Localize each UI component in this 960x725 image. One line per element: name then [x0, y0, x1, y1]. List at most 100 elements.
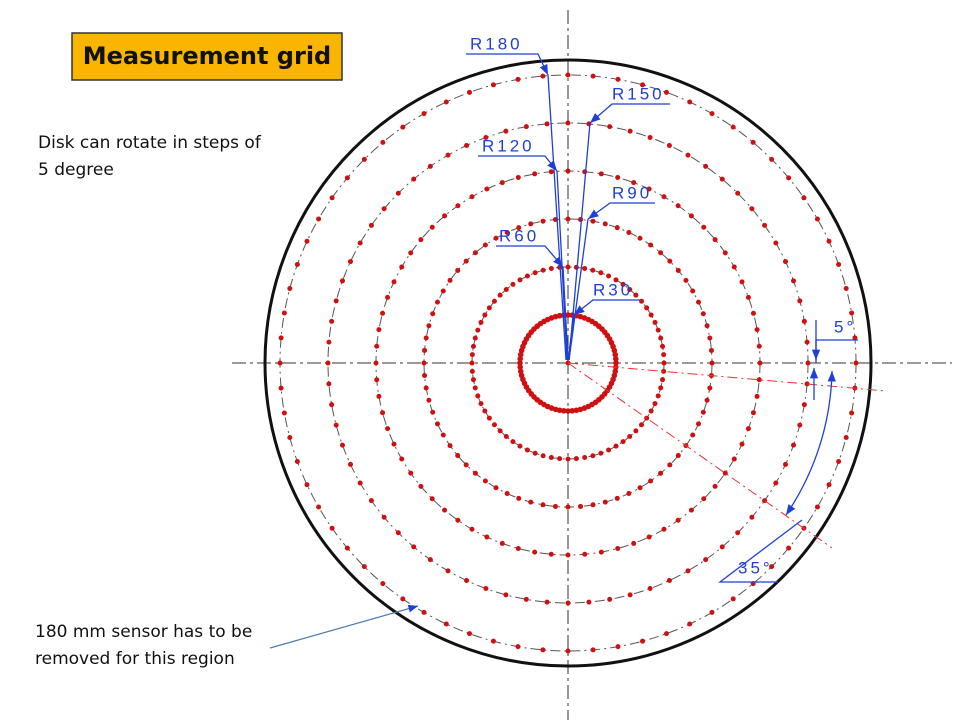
measurement-point: [304, 482, 310, 488]
angle-label: 35°: [738, 558, 773, 577]
measurement-point: [469, 526, 475, 532]
measurement-point: [602, 499, 608, 505]
measurement-point: [464, 578, 470, 584]
measurement-point: [569, 408, 575, 414]
measurement-point: [411, 176, 417, 182]
measurement-point: [602, 221, 608, 227]
measurement-point: [685, 568, 691, 574]
measurement-point: [749, 514, 755, 520]
measurement-point: [627, 128, 633, 134]
measurement-point: [719, 544, 725, 550]
measurement-point: [565, 216, 571, 222]
measurement-point: [853, 360, 859, 366]
measurement-point: [540, 218, 546, 224]
measurement-point: [443, 99, 449, 105]
measurement-point: [646, 534, 652, 540]
measurement-point: [739, 279, 745, 285]
measurement-point: [517, 368, 524, 375]
measurement-point: [510, 281, 516, 287]
measurement-point: [532, 450, 538, 456]
title-box: [71, 32, 343, 81]
measurement-point: [472, 385, 478, 391]
measurement-point: [368, 222, 374, 228]
measurement-point: [639, 422, 645, 428]
measurement-point: [573, 264, 579, 270]
measurement-point: [707, 335, 713, 341]
measurement-point: [423, 335, 429, 341]
measurement-point: [709, 360, 715, 366]
measurement-point: [655, 327, 661, 333]
measurement-point: [826, 482, 832, 488]
measurement-point: [294, 261, 300, 267]
measurement-point: [515, 545, 521, 551]
measurement-point: [426, 323, 432, 329]
measurement-point: [470, 343, 476, 349]
measurement-point: [690, 288, 696, 294]
measurement-point: [374, 377, 380, 383]
radius-label: R60: [499, 226, 539, 245]
measurement-point: [661, 526, 667, 532]
measurement-point: [385, 294, 391, 300]
measurement-point: [666, 578, 672, 584]
measurement-point: [411, 544, 417, 550]
measurement-point: [565, 456, 571, 462]
measurement-point: [590, 73, 596, 79]
measurement-point: [661, 352, 667, 358]
measurement-point: [445, 152, 451, 158]
measurement-point: [565, 312, 571, 318]
radius-label: R150: [612, 84, 665, 103]
measurement-point: [814, 216, 820, 222]
measurement-point: [606, 273, 612, 279]
measurement-point: [730, 596, 736, 602]
measurement-point: [843, 435, 849, 441]
measurement-point: [703, 557, 709, 563]
measurement-point: [418, 483, 424, 489]
measurement-point: [430, 311, 436, 317]
measurement-point: [633, 292, 639, 298]
measurement-point: [357, 480, 363, 486]
measurement-point: [675, 517, 681, 523]
measurement-point: [482, 242, 488, 248]
measurement-point: [735, 190, 741, 196]
measurement-point: [615, 545, 621, 551]
measurement-point: [447, 277, 453, 283]
measurement-point: [469, 360, 475, 366]
measurement-point: [701, 496, 707, 502]
measurement-point: [590, 647, 596, 653]
measurement-point: [395, 530, 401, 536]
radius-label: R30: [593, 280, 633, 299]
measurement-point: [304, 238, 310, 244]
measurement-point: [421, 609, 427, 615]
measurement-point: [408, 250, 414, 256]
measurement-point: [658, 385, 664, 391]
measurement-point: [658, 335, 664, 341]
measurement-point: [565, 72, 571, 78]
measurement-point: [490, 638, 496, 644]
measurement-point: [701, 224, 707, 230]
measurement-point: [472, 335, 478, 341]
measurement-point: [690, 432, 696, 438]
measurement-point: [627, 592, 633, 598]
measurement-point: [565, 168, 571, 174]
measurement-point: [515, 175, 521, 181]
measurement-point: [515, 76, 521, 82]
measurement-point: [661, 194, 667, 200]
measurement-point: [464, 142, 470, 148]
measurement-point: [440, 288, 446, 294]
measurement-point: [731, 456, 737, 462]
measurement-point: [455, 203, 461, 209]
measurement-point: [316, 216, 322, 222]
measurement-point: [544, 121, 550, 127]
measurement-point: [700, 311, 706, 317]
measurement-point: [344, 175, 350, 181]
measurement-point: [769, 156, 775, 162]
measurement-point: [626, 491, 632, 497]
measurement-point: [532, 549, 538, 555]
measurement-point: [504, 491, 510, 497]
measurement-point: [565, 648, 571, 654]
measurement-point: [598, 270, 604, 276]
measurement-point: [675, 203, 681, 209]
measurement-point: [347, 259, 353, 265]
measurement-point: [278, 335, 284, 341]
